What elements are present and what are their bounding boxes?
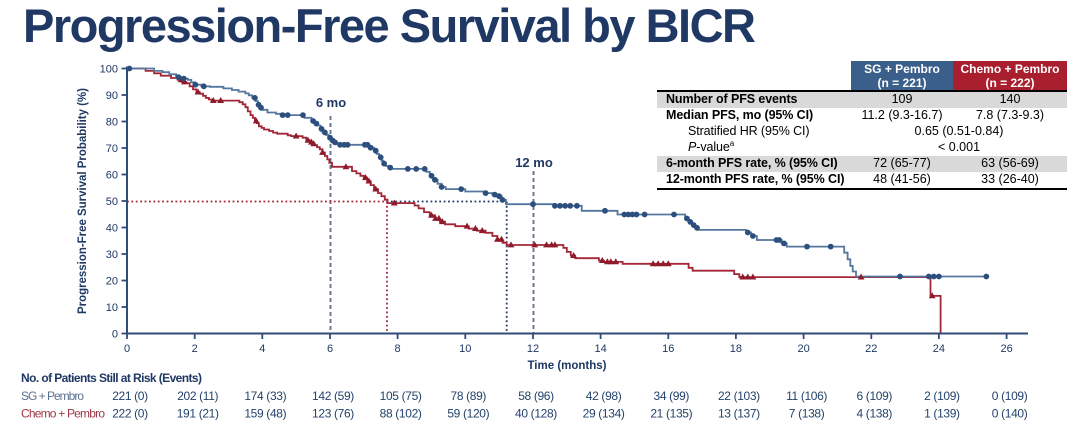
svg-text:40: 40 [106, 222, 118, 234]
svg-text:90: 90 [106, 90, 118, 102]
svg-text:10: 10 [106, 302, 118, 314]
svg-text:0 (140): 0 (140) [992, 407, 1028, 421]
svg-text:18: 18 [730, 343, 742, 355]
svg-text:0: 0 [124, 343, 130, 355]
svg-text:SG + Pembro: SG + Pembro [21, 389, 84, 403]
svg-text:40 (128): 40 (128) [515, 407, 557, 421]
svg-text:42 (98): 42 (98) [586, 389, 622, 403]
svg-text:174 (33): 174 (33) [244, 389, 286, 403]
svg-text:50: 50 [106, 196, 118, 208]
svg-text:13 (137): 13 (137) [718, 407, 760, 421]
svg-text:4: 4 [259, 343, 265, 355]
svg-text:20: 20 [797, 343, 809, 355]
svg-text:80: 80 [106, 116, 118, 128]
svg-text:70: 70 [106, 143, 118, 155]
svg-text:4 (138): 4 (138) [857, 407, 893, 421]
svg-text:34 (99): 34 (99) [654, 389, 690, 403]
svg-text:100: 100 [100, 63, 118, 75]
svg-text:6 (109): 6 (109) [857, 389, 893, 403]
svg-text:22: 22 [865, 343, 877, 355]
svg-text:8: 8 [395, 343, 401, 355]
svg-text:Time (months): Time (months) [527, 360, 606, 372]
svg-text:123 (76): 123 (76) [312, 407, 354, 421]
svg-text:26: 26 [1000, 343, 1012, 355]
svg-text:202 (11): 202 (11) [177, 389, 218, 403]
svg-text:21 (135): 21 (135) [650, 407, 692, 421]
svg-text:159 (48): 159 (48) [244, 407, 286, 421]
svg-text:16: 16 [662, 343, 674, 355]
svg-text:10: 10 [459, 343, 471, 355]
svg-text:58 (96): 58 (96) [518, 389, 554, 403]
svg-text:2 (109): 2 (109) [924, 389, 960, 403]
svg-text:No. of Patients Still at Risk: No. of Patients Still at Risk (Events) [21, 371, 202, 385]
svg-text:0: 0 [112, 328, 118, 340]
svg-text:Chemo + Pembro: Chemo + Pembro [21, 407, 105, 421]
svg-text:24: 24 [933, 343, 945, 355]
svg-text:6: 6 [327, 343, 333, 355]
svg-text:20: 20 [106, 275, 118, 287]
svg-text:1 (139): 1 (139) [924, 407, 960, 421]
svg-text:29 (134): 29 (134) [583, 407, 625, 421]
svg-text:0 (109): 0 (109) [992, 389, 1028, 403]
svg-text:6 mo: 6 mo [316, 95, 346, 110]
svg-text:142 (59): 142 (59) [312, 389, 354, 403]
svg-text:14: 14 [594, 343, 606, 355]
svg-text:221 (0): 221 (0) [112, 389, 148, 403]
svg-text:60: 60 [106, 169, 118, 181]
svg-text:Progression-Free Survival Prob: Progression-Free Survival Probability (%… [77, 88, 89, 314]
svg-text:88 (102): 88 (102) [380, 407, 422, 421]
svg-text:12: 12 [527, 343, 539, 355]
svg-text:59 (120): 59 (120) [447, 407, 489, 421]
svg-text:11 (106): 11 (106) [786, 389, 827, 403]
svg-text:105 (75): 105 (75) [380, 389, 422, 403]
svg-text:12 mo: 12 mo [515, 155, 553, 170]
svg-text:222 (0): 222 (0) [112, 407, 148, 421]
svg-text:191 (21): 191 (21) [177, 407, 219, 421]
svg-text:22 (103): 22 (103) [718, 389, 760, 403]
svg-text:7 (138): 7 (138) [789, 407, 825, 421]
svg-text:78 (89): 78 (89) [451, 389, 487, 403]
svg-text:2: 2 [192, 343, 198, 355]
svg-text:30: 30 [106, 249, 118, 261]
